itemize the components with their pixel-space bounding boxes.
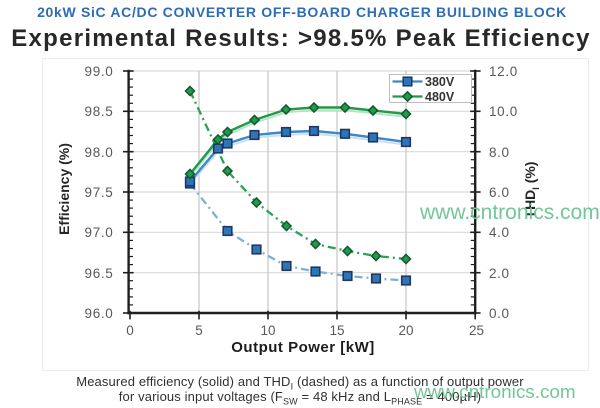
svg-text:480V: 480V xyxy=(425,90,455,104)
svg-text:380V: 380V xyxy=(425,75,455,89)
